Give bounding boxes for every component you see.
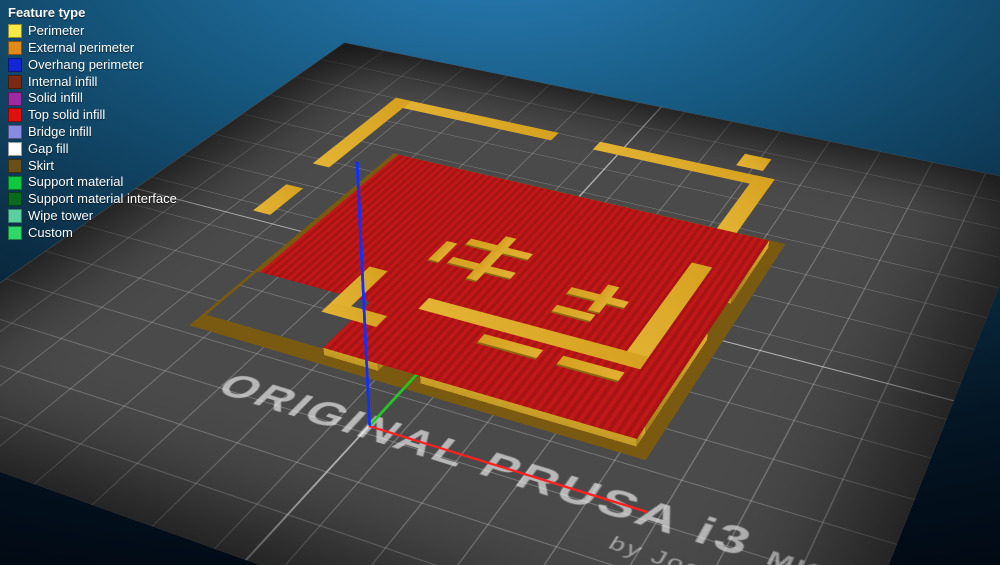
legend-swatch [8, 58, 22, 72]
legend-swatch [8, 92, 22, 106]
plate-branding-sub: MK3 [762, 546, 843, 565]
legend-label: Overhang perimeter [28, 58, 144, 72]
legend-row[interactable]: Solid infill [8, 91, 177, 105]
legend-label: Skirt [28, 159, 54, 173]
legend-label: Top solid infill [28, 108, 105, 122]
legend-swatch [8, 159, 22, 173]
legend-label: Wipe tower [28, 209, 93, 223]
legend-title: Feature type [8, 6, 177, 20]
legend-label: Solid infill [28, 91, 83, 105]
legend-swatch [8, 24, 22, 38]
legend-row[interactable]: Support material [8, 175, 177, 189]
legend-label: Internal infill [28, 75, 97, 89]
legend-row[interactable]: Wipe tower [8, 209, 177, 223]
legend-row[interactable]: Overhang perimeter [8, 58, 177, 72]
legend-label: Support material interface [28, 192, 177, 206]
legend-swatch [8, 125, 22, 139]
legend-row[interactable]: Bridge infill [8, 125, 177, 139]
legend-row[interactable]: Skirt [8, 159, 177, 173]
legend-swatch [8, 41, 22, 55]
legend-label: Gap fill [28, 142, 68, 156]
legend-swatch [8, 176, 22, 190]
legend-label: Perimeter [28, 24, 84, 38]
legend-label: Support material [28, 175, 123, 189]
legend-label: Bridge infill [28, 125, 92, 139]
legend-swatch [8, 226, 22, 240]
legend-row[interactable]: Custom [8, 226, 177, 240]
legend-row[interactable]: Perimeter [8, 24, 177, 38]
legend-row[interactable]: External perimeter [8, 41, 177, 55]
legend-swatch [8, 142, 22, 156]
legend-label: External perimeter [28, 41, 134, 55]
legend-row[interactable]: Gap fill [8, 142, 177, 156]
legend-swatch [8, 75, 22, 89]
legend-row[interactable]: Internal infill [8, 75, 177, 89]
legend-row[interactable]: Top solid infill [8, 108, 177, 122]
legend-swatch [8, 209, 22, 223]
feature-type-legend: Feature type Perimeter External perimeter… [8, 6, 177, 243]
legend-swatch [8, 192, 22, 206]
legend-label: Custom [28, 226, 73, 240]
legend-swatch [8, 108, 22, 122]
legend-row[interactable]: Support material interface [8, 192, 177, 206]
